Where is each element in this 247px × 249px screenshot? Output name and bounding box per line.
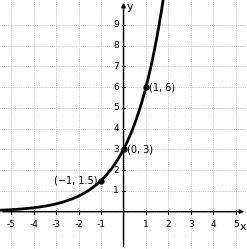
Text: 1: 1 — [143, 220, 149, 229]
Text: -4: -4 — [29, 220, 38, 229]
Text: 4: 4 — [210, 220, 216, 229]
Text: 3: 3 — [188, 220, 194, 229]
Text: x: x — [239, 222, 246, 232]
Text: y: y — [126, 2, 133, 12]
Text: 7: 7 — [113, 62, 119, 71]
Text: (−1, 1.5): (−1, 1.5) — [54, 176, 98, 186]
Text: 2: 2 — [113, 166, 119, 175]
Text: 5: 5 — [233, 220, 239, 229]
Text: (0, 3): (0, 3) — [127, 144, 153, 154]
Text: 8: 8 — [113, 41, 119, 50]
Text: 1: 1 — [113, 187, 119, 195]
Text: -1: -1 — [97, 220, 105, 229]
Text: 4: 4 — [113, 124, 119, 133]
Text: 9: 9 — [113, 20, 119, 29]
Text: -2: -2 — [74, 220, 83, 229]
Text: 5: 5 — [113, 103, 119, 112]
Text: -5: -5 — [7, 220, 16, 229]
Text: 2: 2 — [165, 220, 171, 229]
Text: 3: 3 — [113, 145, 119, 154]
Text: -3: -3 — [52, 220, 61, 229]
Text: 6: 6 — [113, 83, 119, 92]
Text: (1, 6): (1, 6) — [149, 82, 175, 92]
